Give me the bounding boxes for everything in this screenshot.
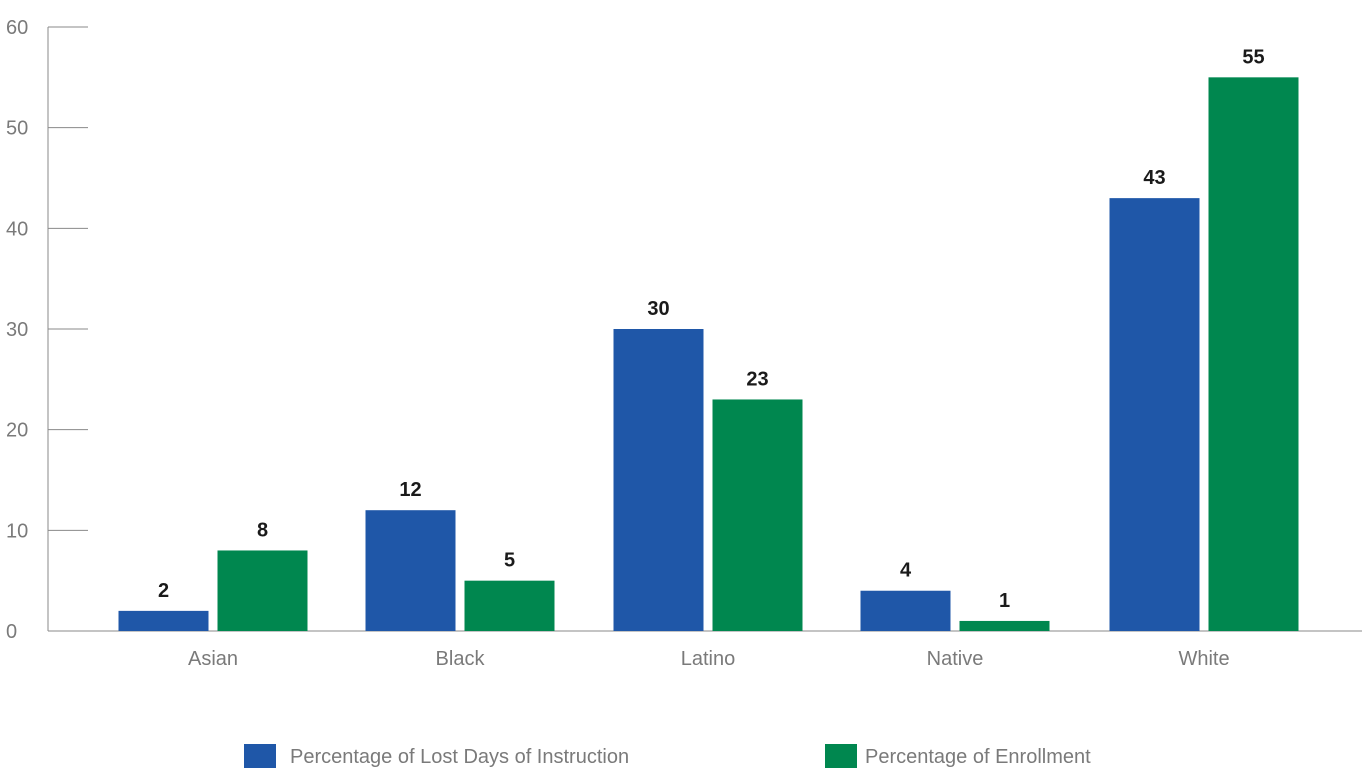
- y-tick-label: 20: [6, 420, 28, 442]
- bars: [118, 77, 1299, 632]
- bar-white-series-1: [1109, 198, 1200, 631]
- y-axis: 0 10 20 30 40 50 60: [6, 17, 88, 643]
- bar-native-series-2: [959, 620, 1050, 631]
- y-tick-label: 10: [6, 520, 28, 542]
- data-label: 30: [647, 298, 669, 320]
- y-tick-label: 0: [6, 621, 17, 643]
- x-tick-label: White: [1178, 648, 1229, 670]
- data-label: 43: [1143, 167, 1165, 189]
- x-tick-label: Black: [436, 648, 486, 670]
- data-labels: 2 8 12 5 30 23 4 1 43 55: [158, 46, 1265, 612]
- data-label: 55: [1242, 46, 1264, 68]
- bar-latino-series-2: [712, 399, 803, 631]
- bar-white-series-2: [1208, 77, 1299, 632]
- x-tick-label: Latino: [681, 648, 736, 670]
- x-tick-label: Native: [927, 648, 984, 670]
- legend-swatch: [244, 744, 276, 768]
- bar-native-series-1: [860, 590, 951, 631]
- data-label: 5: [504, 550, 515, 572]
- y-tick-label: 30: [6, 319, 28, 341]
- x-axis: Asian Black Latino Native White: [48, 630, 1362, 670]
- bar-black-series-1: [365, 510, 456, 631]
- data-label: 4: [900, 560, 912, 582]
- data-label: 12: [399, 479, 421, 501]
- x-tick-label: Asian: [188, 648, 238, 670]
- y-tick-label: 40: [6, 218, 28, 240]
- data-label: 8: [257, 519, 268, 541]
- bar-asian-series-2: [217, 550, 308, 631]
- y-tick-label: 60: [6, 17, 28, 39]
- legend-swatch: [825, 744, 857, 768]
- bar-latino-series-1: [613, 329, 704, 631]
- legend-label: Percentage of Lost Days of Instruction: [290, 746, 629, 768]
- data-label: 1: [999, 590, 1010, 612]
- data-label: 2: [158, 580, 169, 602]
- legend: Percentage of Lost Days of Instruction Pe…: [244, 744, 1091, 768]
- data-label: 23: [746, 368, 768, 390]
- legend-label: Percentage of Enrollment: [865, 746, 1091, 768]
- y-tick-label: 50: [6, 118, 28, 140]
- bar-black-series-2: [464, 580, 555, 631]
- bar-asian-series-1: [118, 610, 209, 631]
